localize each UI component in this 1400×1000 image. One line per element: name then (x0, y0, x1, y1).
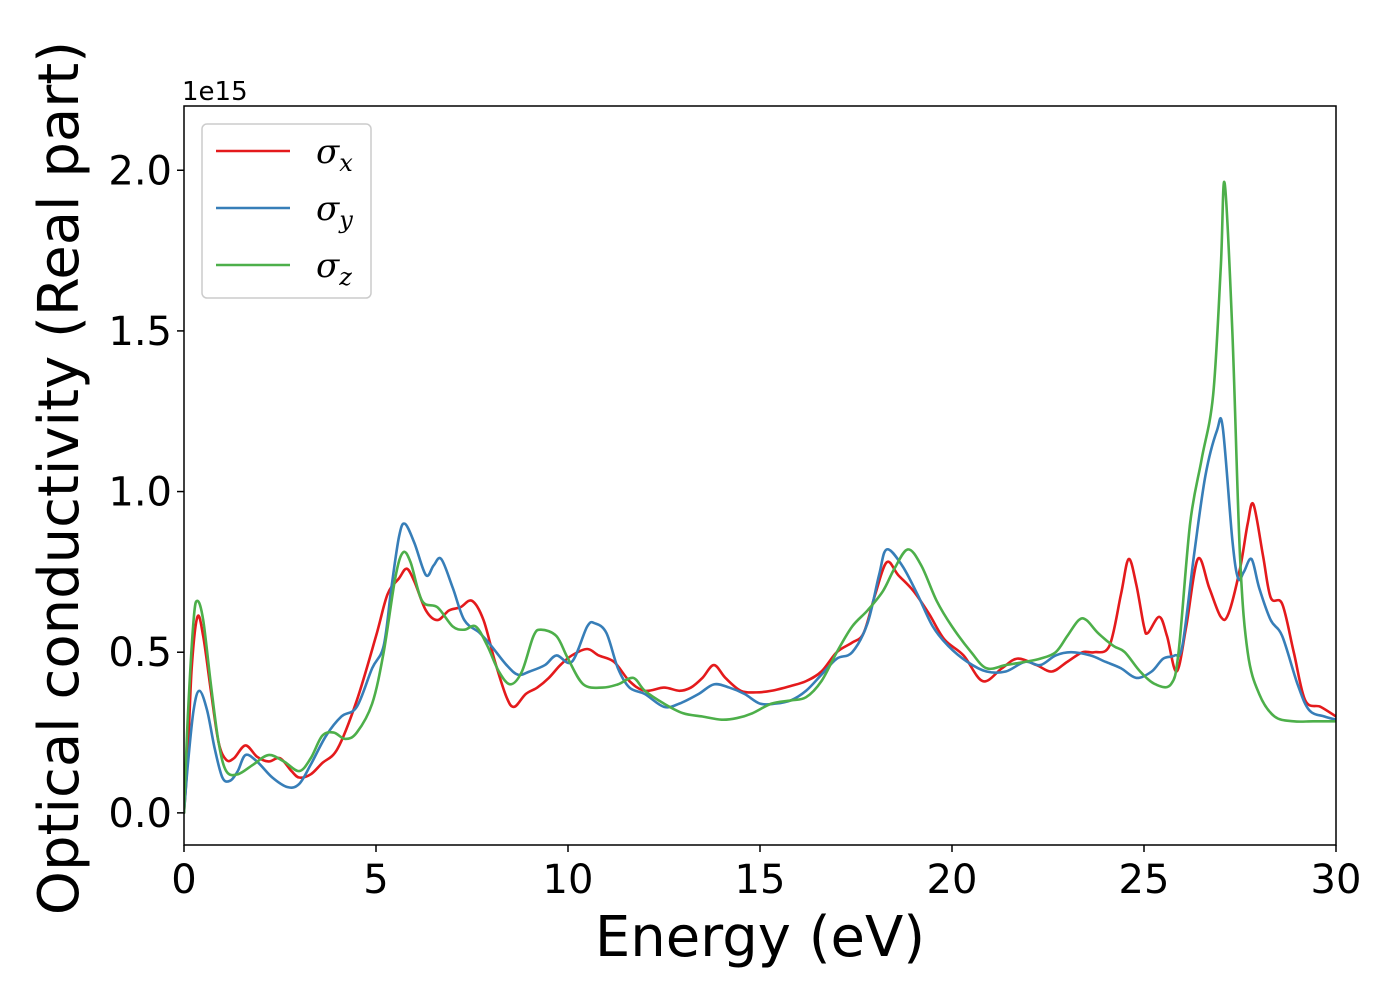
plot-area-background (184, 106, 1336, 845)
legend-entry-z: σz (216, 246, 352, 291)
series-line-y (184, 416, 1336, 815)
legend-entry-x: σx (216, 132, 353, 177)
y-axis-title: Optical conductivity (Real part) (27, 41, 92, 915)
y-axis-ticks: 0.0 0.5 1.0 1.5 2.0 (108, 148, 184, 837)
y-tick-label: 0.5 (108, 630, 172, 676)
series-line-x (184, 501, 1336, 815)
legend-label: σz (316, 246, 352, 291)
y-tick-label: 0.0 (108, 791, 172, 837)
legend-label: σx (316, 132, 353, 177)
x-tick-label: 20 (927, 857, 978, 903)
x-tick-label: 5 (363, 857, 388, 903)
y-tick-label: 1.5 (108, 309, 172, 355)
x-tick-label: 25 (1119, 857, 1170, 903)
x-tick-label: 15 (735, 857, 786, 903)
x-axis-ticks: 0 5 10 15 20 25 30 (171, 845, 1361, 903)
y-tick-label: 1.0 (108, 470, 172, 516)
legend: σx σy σz (201, 123, 372, 299)
series-lines (184, 180, 1336, 815)
x-axis-title: Energy (eV) (595, 905, 925, 970)
y-axis-offset-text: 1e15 (182, 77, 248, 107)
x-tick-label: 0 (171, 857, 196, 903)
x-tick-label: 30 (1311, 857, 1362, 903)
legend-entry-y: σy (216, 189, 353, 234)
legend-box (201, 123, 372, 299)
x-tick-label: 10 (543, 857, 594, 903)
legend-label: σy (316, 189, 353, 234)
legend-items: σx σy σz (216, 132, 353, 291)
y-tick-label: 2.0 (108, 148, 172, 194)
series-line-z (184, 180, 1336, 815)
